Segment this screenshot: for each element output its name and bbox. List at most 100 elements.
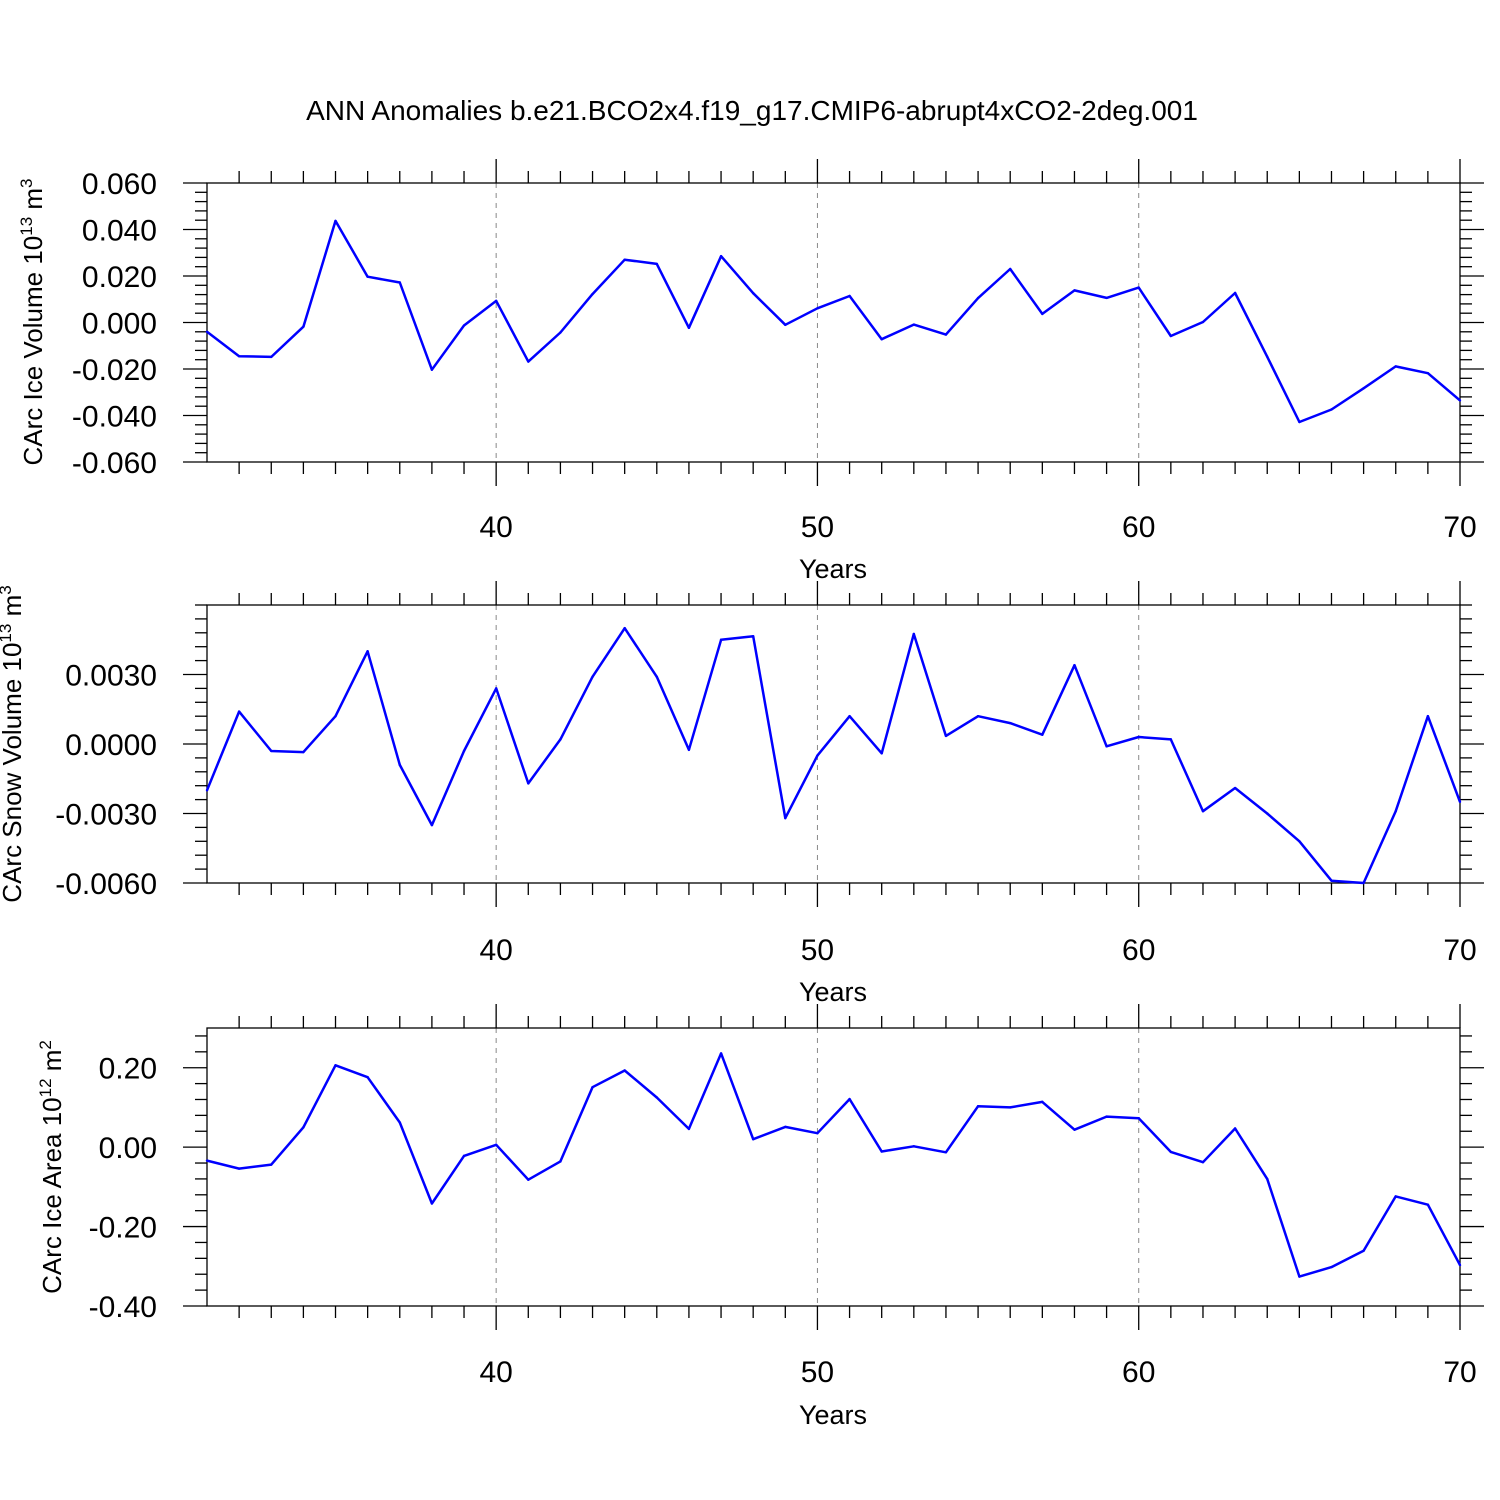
data-point [334,715,337,718]
data-point [784,816,787,820]
data-point [527,1178,530,1181]
x-tick-label: 60 [1122,934,1155,967]
data-point [1105,296,1108,300]
y-tick-label: 0.060 [82,168,157,201]
data-point [880,752,883,755]
data-point [687,748,691,751]
data-point [944,333,948,336]
data-point [848,1097,851,1101]
data-point [976,1105,980,1108]
data-point [430,368,434,371]
y-tick-label: -0.0030 [55,799,157,832]
data-point [816,754,819,757]
data-point [1041,1100,1044,1104]
data-point [1105,1115,1108,1118]
data-point [430,1202,434,1205]
y-tick-label: 0.0000 [65,729,157,762]
data-point [559,738,562,741]
data-point [270,355,273,359]
data-point [687,1127,691,1131]
data-point [1201,320,1205,324]
data-point [591,1085,594,1089]
y-axis-title: CArc Snow Volume 1013 m3 [0,585,27,902]
data-point [591,292,594,296]
x-axis-title: Years [799,977,867,1007]
chart-panel-2: 40 50 60 70 -0.0060 -0.0030 0.0000 0.0030 Years C… [0,581,1484,1007]
data-point [1169,738,1173,741]
data-point [1233,291,1237,295]
data-point [302,750,305,754]
data-point [1137,1116,1140,1120]
data-point [559,1160,562,1163]
data-point [912,1145,916,1148]
data-point [1009,267,1012,271]
y-axis-title: CArc Ice Area 1012 m2 [36,1040,67,1294]
y-tick-label: 0.040 [82,215,157,248]
x-tick-label: 60 [1122,1356,1155,1389]
data-point [816,1132,819,1135]
data-point [462,749,466,753]
y-tick-label: -0.060 [72,447,157,480]
data-point [1394,1195,1397,1198]
data-point [1105,745,1108,748]
data-point [912,632,916,636]
series-line [205,626,1462,885]
data-point [527,782,530,785]
x-tick-label: 40 [479,511,512,544]
data-point [366,275,369,278]
y-tick-label: -0.0060 [55,868,157,901]
y-tick-label: 0.00 [99,1132,157,1165]
data-point [1426,371,1430,375]
data-point [270,749,273,753]
data-point [976,296,980,300]
data-point [880,338,883,341]
data-point [237,1167,241,1170]
data-point [1298,420,1301,424]
data-point [944,1151,948,1154]
data-point [462,324,466,327]
y-tick-label: -0.20 [89,1212,157,1245]
data-point [302,1126,305,1129]
data-point [237,710,241,713]
y-tick-label: 0.020 [82,261,157,294]
plot-frame [206,1027,1461,1307]
data-point [398,763,401,767]
data-point [1330,408,1333,411]
data-point [848,715,851,718]
data-point [205,789,209,792]
x-tick-label: 70 [1443,934,1476,967]
data-point [655,262,658,266]
data-point [816,307,819,310]
data-point [751,292,755,295]
data-point [1266,355,1269,358]
y-tick-label: 0.0030 [65,660,157,693]
data-point [366,1076,369,1079]
data-point [270,1163,273,1166]
y-tick-label: 0.20 [99,1053,157,1086]
data-point [334,1064,337,1067]
x-tick-label: 60 [1122,511,1155,544]
y-axis-title: CArc Ice Volume 1013 m3 [17,178,48,465]
data-point [527,360,530,363]
data-point [1394,365,1397,368]
x-tick-label: 50 [801,511,834,544]
data-point [880,1150,883,1153]
chart-panel-3: 40 50 60 70 -0.40 -0.20 0.00 0.20 Years CArc Ice … [36,1004,1484,1430]
data-point [1298,1275,1301,1278]
series-line [206,219,1461,424]
data-point [1362,1249,1365,1252]
data-point [623,1069,626,1072]
data-point [719,638,723,641]
data-point [1041,312,1044,316]
data-point [398,1121,401,1124]
data-point [430,823,434,827]
data-point [1458,399,1462,402]
data-point [302,325,305,328]
data-point [1298,840,1301,843]
data-point [976,715,980,718]
data-point [687,326,691,330]
data-point [848,294,851,298]
data-point [751,635,755,638]
data-point [1169,1150,1173,1154]
figure-title: ANN Anomalies b.e21.BCO2x4.f19_g17.CMIP6… [306,95,1198,126]
